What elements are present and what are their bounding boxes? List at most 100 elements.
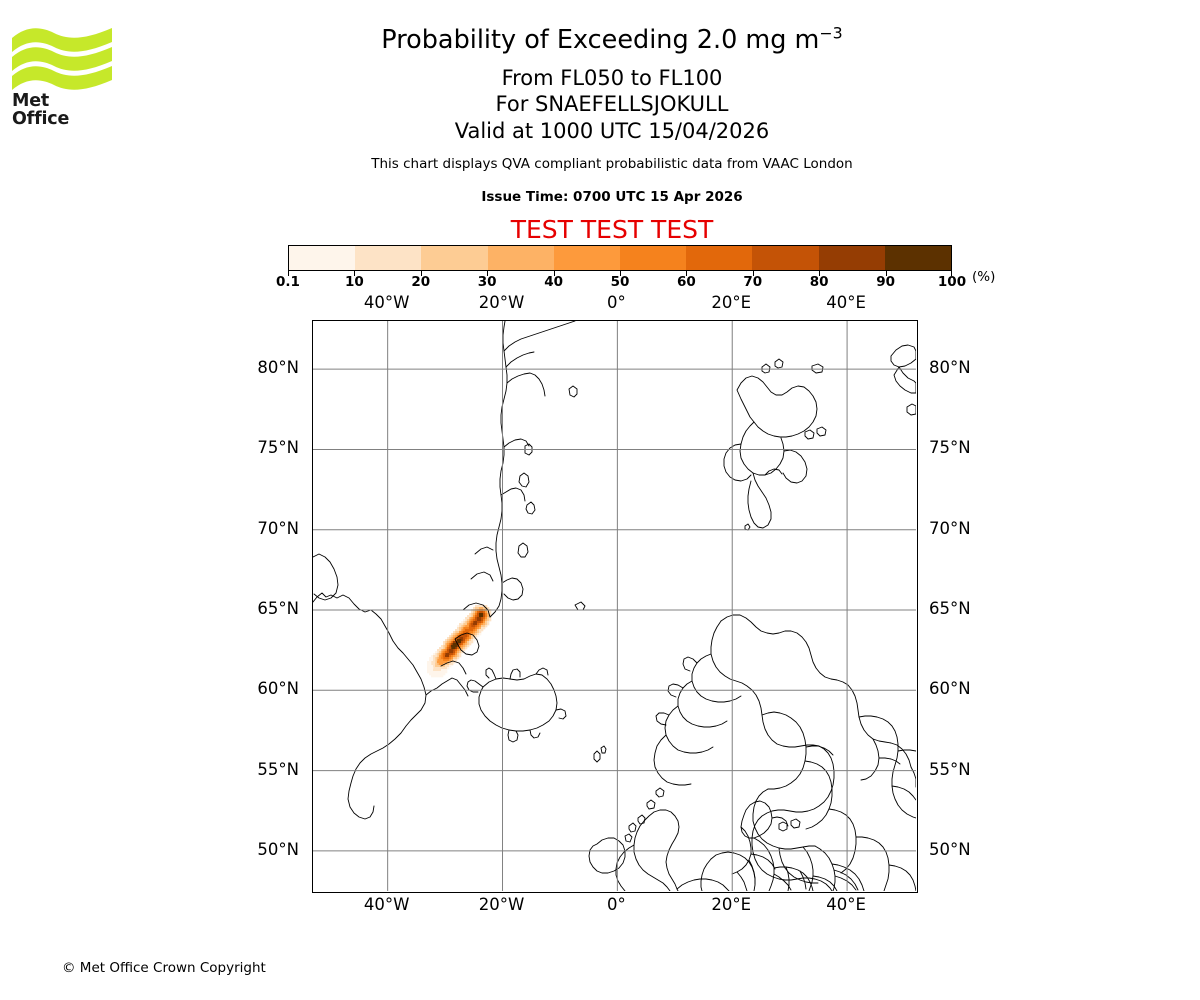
- lat-tick-label-right: 75°N: [929, 438, 971, 458]
- plume-cell: [465, 639, 468, 642]
- plume-cell: [453, 631, 456, 634]
- plume-cell: [459, 625, 462, 628]
- colorbar-tick: [420, 271, 422, 276]
- plume-cell: [449, 639, 452, 642]
- plume-cell: [459, 633, 462, 636]
- plume-cell: [481, 617, 484, 620]
- plume-cell: [443, 647, 446, 650]
- plume-cell: [431, 661, 434, 664]
- plume-cell: [449, 655, 452, 658]
- plume-cell: [433, 655, 436, 658]
- colorbar-band-1: [355, 246, 422, 270]
- plume-cell: [447, 647, 450, 650]
- plume-cell: [477, 611, 480, 614]
- plume-cell: [441, 647, 444, 650]
- plume-cell: [453, 643, 456, 646]
- plume-cell: [461, 641, 464, 644]
- plume-cell: [447, 643, 450, 646]
- plume-cell: [451, 647, 454, 650]
- plume-cell: [469, 643, 472, 646]
- plume-cell: [477, 613, 480, 616]
- colorbar-tick-label: 10: [344, 274, 364, 290]
- plume-cell: [461, 647, 464, 650]
- plume-cell: [483, 611, 486, 614]
- colorbar-tick-label: 70: [743, 274, 763, 290]
- plume-cell: [467, 631, 470, 634]
- plume-cell: [487, 607, 490, 610]
- plume-cell: [487, 619, 490, 622]
- colorbar-units-label: (%): [972, 269, 996, 285]
- plume-cell: [467, 643, 470, 646]
- plume-cell: [433, 659, 436, 662]
- plume-cell: [453, 659, 456, 662]
- plume-cell: [461, 637, 464, 640]
- plume-cell: [457, 641, 460, 644]
- plume-cell: [467, 621, 470, 624]
- plume-cell: [467, 633, 470, 636]
- plume-cell: [451, 637, 454, 640]
- plume-cell: [431, 673, 434, 676]
- plume-cell: [451, 635, 454, 638]
- plume-cell: [487, 621, 490, 624]
- plume-cell: [449, 637, 452, 640]
- plume-cell: [445, 651, 448, 654]
- lat-tick-label-left: 50°N: [257, 839, 299, 859]
- plume-cell: [439, 671, 442, 674]
- plume-cell: [457, 655, 460, 658]
- plume-cell: [443, 669, 446, 672]
- plume-cell: [455, 643, 458, 646]
- plume-cell: [479, 619, 482, 622]
- plume-cell: [449, 657, 452, 660]
- plume-cell: [457, 639, 460, 642]
- plume-cell: [435, 667, 438, 670]
- graticule-layer: [313, 321, 916, 891]
- plume-cell: [473, 619, 476, 622]
- plume-cell: [465, 645, 468, 648]
- colorbar-tick: [354, 271, 356, 276]
- plume-cell: [469, 623, 472, 626]
- plume-cell: [455, 651, 458, 654]
- plume-cell: [485, 625, 488, 628]
- plume-cell: [465, 643, 468, 646]
- plume-cell: [463, 641, 466, 644]
- plume-cell: [465, 641, 468, 644]
- plume-cell: [457, 649, 460, 652]
- plume-cell: [477, 633, 480, 636]
- plume-cell: [473, 613, 476, 616]
- plume-cell: [445, 641, 448, 644]
- plume-cell: [449, 665, 452, 668]
- lat-tick-label-right: 80°N: [929, 357, 971, 377]
- plume-cell: [455, 655, 458, 658]
- valid-time-subtitle: Valid at 1000 UTC 15/04/2026: [454, 118, 770, 143]
- plume-cell: [485, 619, 488, 622]
- plume-cell: [463, 649, 466, 652]
- plume-cell: [453, 651, 456, 654]
- plume-cell: [469, 631, 472, 634]
- lat-tick-label-left: 65°N: [257, 598, 299, 618]
- probability-colorbar: 0.1 10 20 30 40 50 60 70 80 90 100: [276, 245, 966, 289]
- plume-cell: [475, 619, 478, 622]
- plume-cell: [471, 615, 474, 618]
- plume-cell: [431, 667, 434, 670]
- plume-cell: [451, 659, 454, 662]
- plume-cell: [431, 669, 434, 672]
- plume-cell: [475, 627, 478, 630]
- plume-cell: [467, 635, 470, 638]
- plume-cell: [455, 633, 458, 636]
- plume-cell: [427, 671, 430, 674]
- plume-cell: [435, 665, 438, 668]
- plume-cell: [475, 623, 478, 626]
- plume-cell: [459, 645, 462, 648]
- plume-cell: [433, 653, 436, 656]
- plume-cell: [449, 643, 452, 646]
- plume-cell: [467, 615, 470, 618]
- plume-cell: [481, 615, 484, 618]
- plume-cell: [477, 619, 480, 622]
- plume-cell: [467, 617, 470, 620]
- flight-level-subtitle: From FL050 to FL100: [501, 65, 723, 90]
- plume-cell: [473, 625, 476, 628]
- plume-cell: [433, 657, 436, 660]
- plume-cell: [461, 643, 464, 646]
- plume-cell: [485, 615, 488, 618]
- plume-cell: [451, 655, 454, 658]
